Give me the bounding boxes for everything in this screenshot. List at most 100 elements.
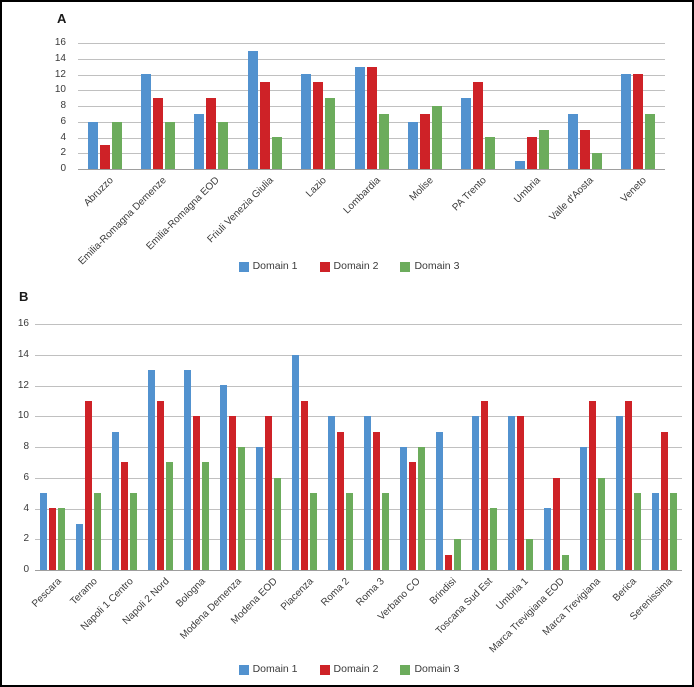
bar — [597, 478, 605, 570]
bar — [507, 416, 515, 570]
bar — [292, 355, 300, 570]
bar — [85, 401, 93, 570]
y-axis-tick-label: 16 — [17, 318, 29, 329]
legend-swatch — [319, 664, 330, 675]
bar — [621, 74, 632, 169]
legend-swatch — [238, 664, 249, 675]
legend-label: Domain 1 — [252, 260, 298, 272]
bar — [87, 122, 98, 169]
bar — [615, 416, 623, 570]
bar — [624, 401, 632, 570]
bar — [165, 122, 176, 169]
legend-item: Domain 3 — [400, 663, 459, 676]
bar — [141, 74, 152, 169]
legend-swatch — [319, 261, 330, 272]
bar — [431, 106, 442, 169]
bar — [444, 555, 452, 570]
bar — [419, 114, 430, 169]
y-axis-tick-label: 10 — [17, 410, 29, 421]
bar — [259, 82, 270, 169]
bar — [591, 153, 602, 169]
bar — [218, 122, 229, 169]
bar — [238, 447, 246, 570]
bar — [256, 447, 264, 570]
legend-item: Domain 1 — [238, 663, 298, 676]
bar — [526, 137, 537, 169]
bar — [153, 98, 164, 169]
bar — [381, 493, 389, 570]
bar — [538, 130, 549, 169]
bar — [40, 493, 48, 570]
legend-swatch — [400, 664, 411, 675]
bar — [543, 508, 551, 570]
gridline — [78, 43, 665, 44]
bar — [525, 539, 533, 570]
y-axis-tick-label: 14 — [54, 53, 66, 64]
legend-label: Domain 3 — [414, 663, 460, 675]
bar — [354, 67, 365, 169]
bar — [579, 130, 590, 169]
bar — [435, 432, 443, 570]
bar — [363, 416, 371, 570]
bar — [112, 432, 120, 570]
gridline — [35, 447, 682, 448]
bar — [325, 98, 336, 169]
bar — [265, 416, 273, 570]
legend-item: Domain 1 — [238, 260, 298, 273]
bar — [313, 82, 324, 169]
bar — [485, 137, 496, 169]
gridline — [35, 386, 682, 387]
y-axis-tick-label: 6 — [60, 116, 66, 127]
y-axis-tick-label: 0 — [23, 564, 29, 575]
bar — [99, 145, 110, 169]
bar — [407, 122, 418, 169]
gridline — [35, 355, 682, 356]
legend-label: Domain 2 — [333, 663, 379, 675]
legend-label: Domain 3 — [414, 260, 460, 272]
y-axis-tick-label: 0 — [60, 163, 66, 174]
bar — [417, 447, 425, 570]
bar — [301, 401, 309, 570]
bar — [229, 416, 237, 570]
bar — [453, 539, 461, 570]
bar — [579, 447, 587, 570]
bar — [337, 432, 345, 570]
y-axis-tick-label: 8 — [60, 100, 66, 111]
bar — [669, 493, 677, 570]
bar — [651, 493, 659, 570]
bar — [310, 493, 318, 570]
gridline — [35, 539, 682, 540]
y-axis-tick-label: 2 — [23, 533, 29, 544]
bar — [111, 122, 122, 169]
y-axis-tick-label: 2 — [60, 147, 66, 158]
panel-b-legend: Domain 1 Domain 2 Domain 3 — [2, 663, 692, 676]
y-axis-tick-label: 4 — [23, 503, 29, 514]
bar — [399, 447, 407, 570]
legend-label: Domain 1 — [252, 663, 298, 675]
bar — [366, 67, 377, 169]
panel-a-label: A — [57, 11, 67, 26]
gridline — [35, 509, 682, 510]
gridline — [35, 416, 682, 417]
y-axis-tick-label: 10 — [54, 84, 66, 95]
y-axis-tick-label: 14 — [17, 349, 29, 360]
bar — [301, 74, 312, 169]
bar — [552, 478, 560, 570]
bar — [157, 401, 165, 570]
bar — [58, 508, 66, 570]
bar — [130, 493, 138, 570]
bar — [473, 82, 484, 169]
bar — [588, 401, 596, 570]
legend-item: Domain 2 — [319, 663, 379, 676]
gridline — [35, 478, 682, 479]
bar — [184, 370, 192, 570]
y-axis-tick-label: 8 — [23, 441, 29, 452]
bar — [194, 114, 205, 169]
y-axis-tick-label: 16 — [54, 37, 66, 48]
bar — [206, 98, 217, 169]
bar — [328, 416, 336, 570]
gridline — [35, 324, 682, 325]
bar — [372, 432, 380, 570]
bar — [94, 493, 102, 570]
